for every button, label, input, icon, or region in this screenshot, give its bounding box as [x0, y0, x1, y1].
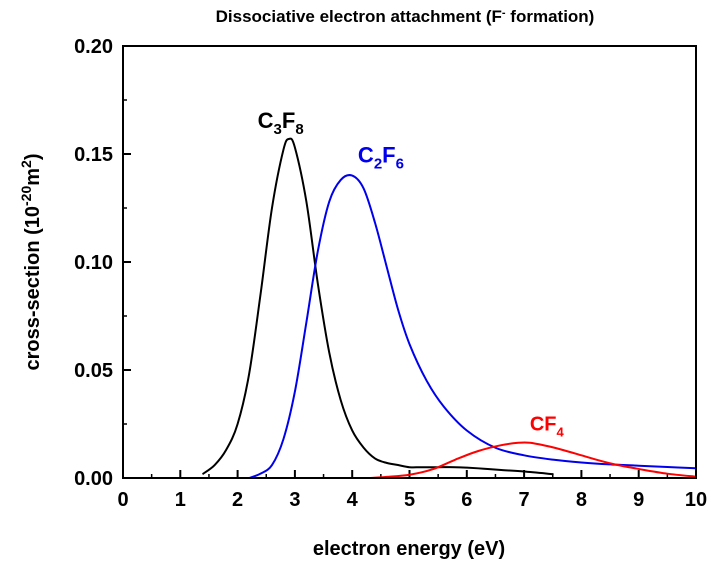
series-line-c3f8 [202, 137, 554, 476]
x-tick-label: 5 [404, 489, 415, 511]
x-tick-label: 7 [519, 489, 530, 511]
x-tick-label: 2 [232, 489, 243, 511]
series-label-c3f8: C3F8 [258, 108, 304, 138]
y-axis-label: cross-section (10-20m2) [18, 153, 44, 370]
x-axis-label: electron energy (eV) [313, 538, 505, 560]
x-axis-ticks: 0 1 2 3 4 5 6 7 8 9 10 [117, 470, 707, 511]
x-tick-label: 9 [633, 489, 644, 511]
series-line-cf4 [368, 441, 697, 479]
series-layer [202, 137, 697, 479]
x-tick-label: 6 [461, 489, 472, 511]
x-tick-label: 0 [117, 489, 128, 511]
y-axis-ticks: 0.00 0.05 0.10 0.15 0.20 [74, 36, 131, 490]
x-tick-label: 1 [175, 489, 186, 511]
y-tick-label: 0.05 [74, 360, 113, 382]
y-tick-label: 0.00 [74, 468, 113, 490]
y-tick-label: 0.20 [74, 36, 113, 58]
x-tick-label: 8 [576, 489, 587, 511]
series-line-c2f6 [248, 174, 697, 479]
chart-title: Dissociative electron attachment (F- for… [216, 7, 595, 26]
plot-frame [122, 45, 697, 479]
series-labels: C3F8 C2F6 CF4 [258, 108, 565, 439]
y-tick-label: 0.15 [74, 144, 113, 166]
series-label-cf4: CF4 [530, 413, 565, 439]
x-tick-label: 10 [685, 489, 707, 511]
x-tick-label: 3 [289, 489, 300, 511]
series-label-c2f6: C2F6 [358, 143, 404, 173]
x-tick-label: 4 [347, 489, 359, 511]
y-tick-label: 0.10 [74, 252, 113, 274]
